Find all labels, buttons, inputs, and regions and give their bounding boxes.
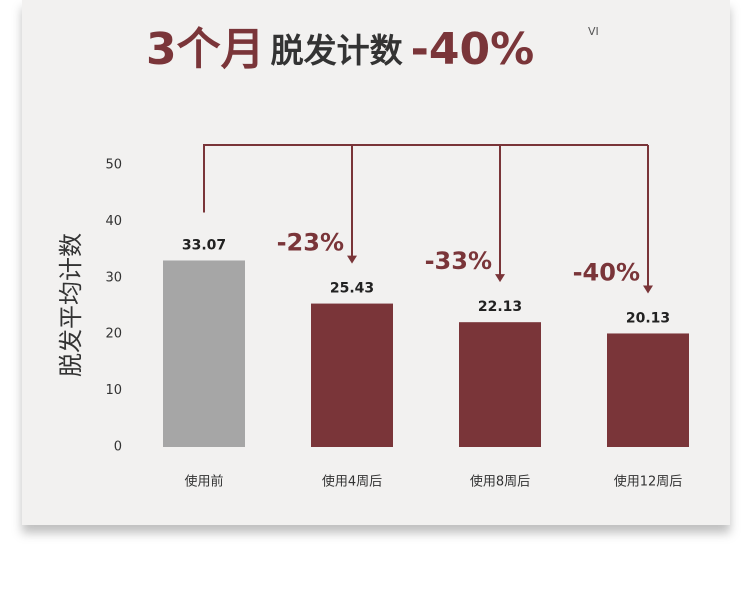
arrow-head [347,255,357,264]
y-tick-label: 50 [105,158,122,173]
bar [311,303,393,447]
title-part: 3个月 [146,24,265,75]
arrow-head [643,285,653,294]
value-label: 33.07 [182,237,226,253]
x-tick-label: 使用8周后 [470,474,530,490]
y-axis-label: 脱发平均计数 [57,233,85,377]
value-label: 22.13 [478,299,522,315]
y-tick-label: 30 [105,270,122,285]
title-part: 脱发计数 [271,31,404,70]
annotation: -33% [425,247,492,275]
y-tick-label: 0 [114,440,122,455]
y-tick-label: 40 [105,214,122,229]
x-tick-label: 使用前 [184,474,223,490]
value-label: 25.43 [330,281,374,297]
annotation: -40% [573,258,640,286]
chart-title: 3个月 脱发计数 -40% [146,24,534,75]
annotation: -23% [277,229,344,257]
x-tick-label: 使用4周后 [322,474,382,490]
y-tick-label: 10 [105,383,122,398]
bar [459,322,541,447]
bar [163,260,245,447]
title-note: VI [588,25,599,38]
value-label: 20.13 [626,310,670,326]
bar [607,333,689,447]
title-part: -40% [411,24,535,75]
x-tick-label: 使用12周后 [614,474,683,490]
arrow-head [495,274,505,283]
y-tick-label: 20 [105,327,122,342]
